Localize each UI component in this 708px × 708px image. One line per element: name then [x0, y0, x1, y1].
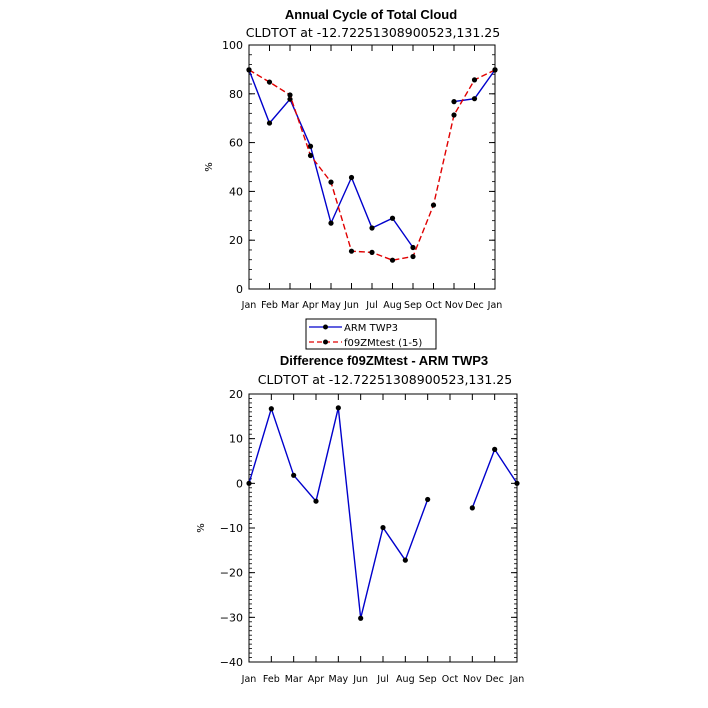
data-point — [389, 215, 396, 221]
data-point — [348, 174, 355, 181]
difference-panel: Difference f09ZMtest - ARM TWP3 CLDTOT a… — [196, 353, 524, 685]
data-point — [471, 96, 478, 102]
x-tick-label: Feb — [261, 300, 278, 311]
series-line — [248, 406, 429, 619]
y-tick-label: 0 — [236, 283, 243, 296]
x-tick-label: Jan — [487, 300, 503, 311]
data-point — [246, 480, 252, 486]
chart-subtitle: CLDTOT at -12.72251308900523,131.25 — [246, 25, 500, 40]
data-point — [335, 405, 341, 411]
x-tick-label: May — [321, 300, 341, 311]
chart-subtitle: CLDTOT at -12.72251308900523,131.25 — [258, 372, 512, 387]
data-point — [380, 524, 386, 531]
legend: ARM TWP3 f09ZMtest (1-5) — [305, 318, 437, 350]
data-point — [307, 143, 314, 149]
y-tick-label: 20 — [229, 388, 243, 401]
y-tick-label: 80 — [229, 88, 243, 101]
data-point — [451, 99, 457, 105]
x-tick-label: Jun — [343, 300, 359, 311]
data-point — [266, 120, 273, 126]
data-point — [402, 557, 408, 563]
data-point — [451, 112, 457, 118]
x-tick-label: Dec — [485, 674, 503, 685]
x-tick-label: Aug — [383, 300, 402, 311]
data-point — [287, 92, 293, 98]
y-tick-label: 40 — [229, 185, 243, 198]
data-point — [410, 244, 416, 251]
y-tick-label: −20 — [220, 567, 243, 580]
legend-label-model: f09ZMtest (1-5) — [344, 338, 422, 349]
x-tick-label: Feb — [263, 674, 280, 685]
legend-label-arm: ARM TWP3 — [344, 323, 398, 334]
x-tick-label: Jun — [352, 674, 368, 685]
series-line — [471, 447, 518, 509]
y-tick-label: 0 — [236, 477, 243, 490]
y-tick-label: 20 — [229, 234, 243, 247]
data-point — [369, 225, 375, 231]
x-tick-label: Nov — [445, 300, 464, 311]
x-tick-label: Mar — [281, 300, 299, 311]
data-point — [307, 152, 314, 159]
x-tick-label: Jul — [376, 674, 388, 685]
x-tick-label: Mar — [285, 674, 303, 685]
y-axis-label: % — [196, 523, 207, 533]
data-point — [425, 496, 431, 503]
x-tick-label: Jan — [241, 300, 257, 311]
data-point — [268, 406, 274, 412]
data-point — [291, 472, 297, 478]
legend-marker-arm — [323, 324, 328, 330]
series-line — [248, 69, 496, 261]
y-tick-label: −30 — [220, 611, 243, 624]
data-point — [358, 615, 364, 621]
data-point — [514, 480, 520, 486]
data-point — [492, 67, 498, 73]
y-tick-label: 60 — [229, 137, 243, 150]
x-tick-label: Dec — [465, 300, 483, 311]
data-point — [430, 202, 437, 208]
data-point — [348, 248, 355, 254]
x-tick-label: Jan — [241, 674, 257, 685]
x-tick-label: Jan — [509, 674, 525, 685]
x-tick-label: Oct — [442, 674, 459, 685]
y-tick-label: −10 — [220, 522, 243, 535]
x-tick-label: May — [329, 674, 349, 685]
x-tick-label: Aug — [396, 674, 415, 685]
data-point — [328, 220, 334, 226]
y-tick-label: 10 — [229, 433, 243, 446]
data-point — [287, 96, 293, 102]
legend-marker-model — [323, 339, 328, 345]
y-tick-label: 100 — [222, 39, 243, 52]
x-tick-label: Apr — [302, 300, 319, 311]
data-point — [266, 79, 273, 85]
data-point — [469, 505, 475, 511]
x-tick-label: Apr — [308, 674, 325, 685]
data-point — [313, 498, 319, 504]
data-point — [389, 257, 396, 263]
data-point — [471, 77, 478, 83]
data-point — [492, 446, 498, 452]
data-point — [369, 249, 375, 255]
y-tick-label: −40 — [220, 656, 243, 669]
y-axis-label: % — [204, 162, 215, 172]
legend-box — [305, 318, 437, 350]
annual-cycle-panel: Annual Cycle of Total Cloud CLDTOT at -1… — [204, 7, 502, 311]
chart-title: Difference f09ZMtest - ARM TWP3 — [280, 353, 488, 368]
x-tick-label: Oct — [425, 300, 442, 311]
x-tick-label: Nov — [463, 674, 482, 685]
data-point — [246, 67, 252, 73]
x-tick-label: Sep — [419, 674, 437, 685]
x-tick-label: Jul — [365, 300, 377, 311]
x-tick-label: Sep — [404, 300, 422, 311]
chart-title: Annual Cycle of Total Cloud — [285, 7, 457, 22]
data-point — [328, 179, 334, 185]
data-point — [410, 253, 416, 260]
